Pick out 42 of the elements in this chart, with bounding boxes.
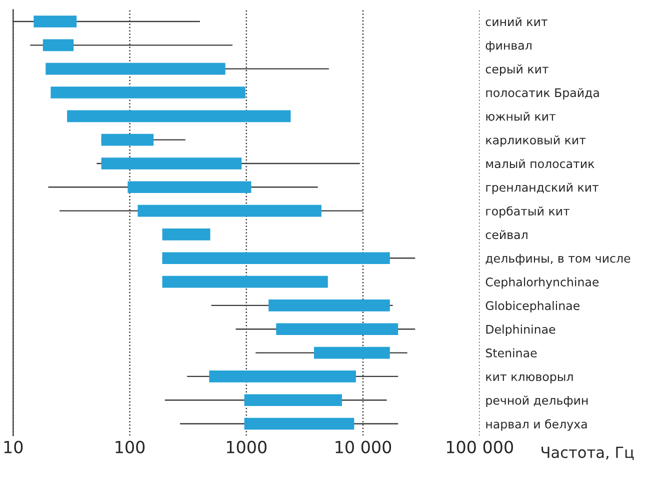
bar: [46, 62, 226, 75]
x-tick-label: 100 000: [446, 440, 513, 454]
x-tick-label: 10: [4, 440, 23, 454]
y-tick-label: финвал: [486, 41, 532, 52]
bar: [101, 134, 154, 146]
y-tick-label: нарвал и белуха: [486, 419, 587, 431]
y-tick-label: горбатый кит: [486, 206, 570, 218]
x-tick-label: 1000: [226, 440, 266, 454]
y-tick-label: карликовый кит: [486, 135, 586, 147]
y-tick-label: Delphininae: [486, 324, 556, 336]
bar: [101, 158, 242, 170]
y-tick-label: южный кит: [486, 112, 556, 121]
y-tick-label: серый кит: [486, 64, 548, 76]
x-tick-label: 100: [116, 440, 145, 454]
y-tick-label: Globicephalinae: [486, 300, 580, 312]
bar: [50, 86, 246, 98]
bar: [42, 39, 74, 52]
y-tick-label: малый полосатик: [486, 159, 594, 168]
bar: [128, 181, 252, 194]
bar: [67, 110, 291, 122]
bar: [162, 276, 328, 288]
y-tick-label: Steninae: [486, 348, 537, 358]
bar: [162, 252, 390, 264]
bar: [138, 204, 322, 217]
bar: [244, 394, 342, 406]
bar: [209, 370, 356, 382]
bar: [162, 228, 210, 240]
bar: [244, 418, 354, 430]
bar: [34, 16, 77, 28]
y-tick-label: Cephalorhynchinae: [486, 277, 599, 289]
y-tick-label: дельфины, в том числе: [486, 254, 630, 266]
y-tick-label: полосатик Брайда: [486, 88, 599, 100]
y-tick-label: гренландский кит: [486, 182, 599, 194]
x-tick-label: 10 000: [336, 440, 392, 454]
y-tick-label: синий кит: [486, 17, 548, 26]
y-tick-label: кит клюворыл: [486, 374, 573, 384]
y-tick-label: речной дельфин: [486, 396, 588, 408]
bar: [314, 346, 390, 359]
bar: [276, 323, 398, 336]
x-axis-title: Частота, Гц: [542, 446, 634, 460]
bar: [268, 300, 390, 312]
y-tick-label: сейвал: [486, 230, 528, 240]
